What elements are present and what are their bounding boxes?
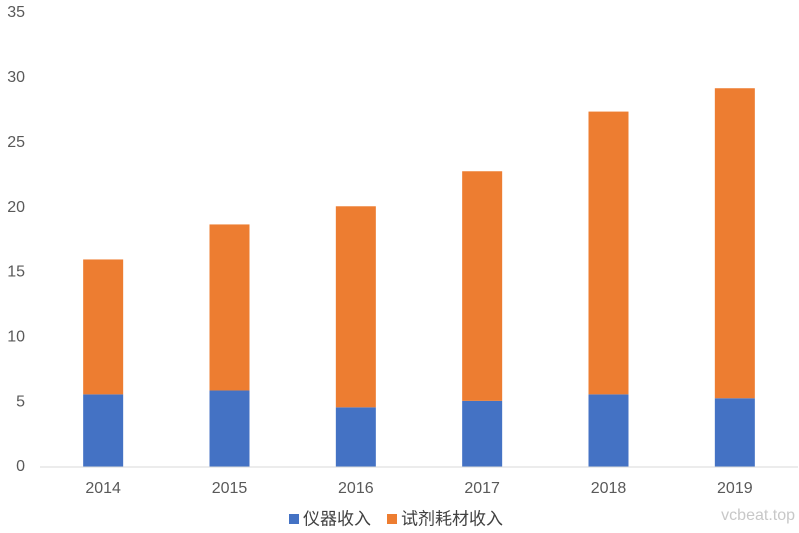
- y-tick-label: 15: [7, 264, 25, 281]
- watermark: vcbeat.top: [721, 507, 795, 524]
- bar-segment: [714, 398, 755, 467]
- y-tick-label: 0: [16, 458, 25, 475]
- x-tick-label: 2016: [338, 480, 374, 497]
- bar-segment: [714, 88, 755, 399]
- bar-segment: [335, 206, 376, 408]
- y-tick-label: 5: [16, 393, 25, 410]
- bar-segment: [209, 224, 250, 391]
- bar-segment: [209, 390, 250, 467]
- y-tick-label: 35: [7, 4, 25, 21]
- x-tick-label: 2017: [464, 480, 500, 497]
- bar-segment: [462, 171, 503, 401]
- bar-segment: [588, 111, 629, 395]
- y-tick-label: 20: [7, 199, 25, 216]
- bar-segment: [83, 259, 124, 395]
- x-tick-label: 2018: [591, 480, 627, 497]
- legend-label: 试剂耗材收入: [401, 509, 503, 528]
- bar-segment: [335, 407, 376, 467]
- bar-segment: [83, 394, 124, 467]
- x-tick-label: 2014: [85, 480, 121, 497]
- y-tick-label: 25: [7, 134, 25, 151]
- legend-swatch: [289, 514, 299, 524]
- y-tick-label: 10: [7, 329, 25, 346]
- bar-segment: [588, 394, 629, 467]
- x-tick-label: 2019: [717, 480, 753, 497]
- x-tick-label: 2015: [212, 480, 248, 497]
- legend-label: 仪器收入: [303, 509, 371, 528]
- y-tick-label: 30: [7, 69, 25, 86]
- bar-segment: [462, 400, 503, 467]
- legend-swatch: [387, 514, 397, 524]
